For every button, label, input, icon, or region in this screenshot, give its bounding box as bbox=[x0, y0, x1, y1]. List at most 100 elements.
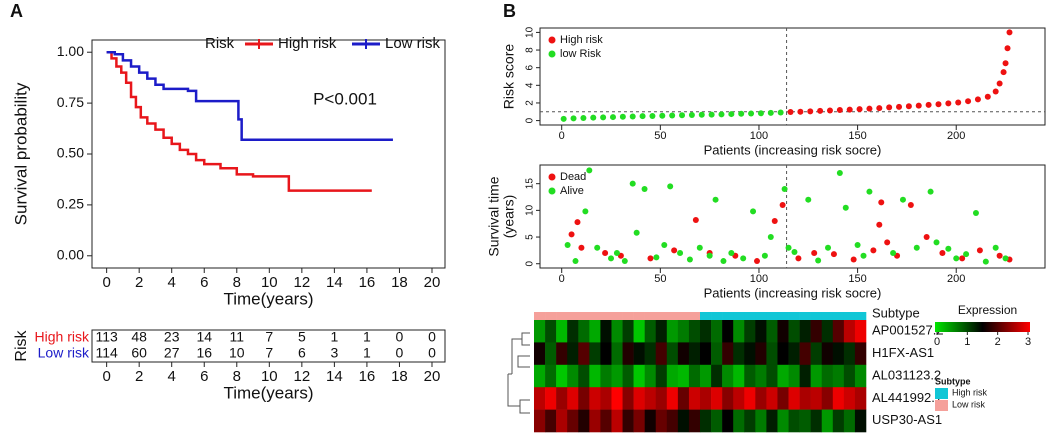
row-label: AP001527.2 bbox=[872, 323, 944, 338]
heat-cell bbox=[600, 342, 612, 366]
subtype-cell bbox=[722, 312, 734, 320]
x-tick-label: 16 bbox=[359, 368, 376, 385]
legend-label: Dead bbox=[560, 171, 586, 183]
y-tick-label: 4 bbox=[525, 82, 536, 88]
heat-cell bbox=[545, 409, 557, 433]
point bbox=[976, 247, 983, 254]
point bbox=[1004, 45, 1011, 52]
heat-cell bbox=[799, 387, 811, 410]
heat-cell bbox=[832, 387, 845, 410]
subtype-cell bbox=[777, 312, 789, 320]
scale-tick-label: 2 bbox=[995, 336, 1001, 348]
heat-cell bbox=[666, 320, 679, 343]
point bbox=[609, 114, 616, 121]
heat-cell bbox=[799, 320, 811, 343]
x-tick-label: 8 bbox=[233, 274, 241, 291]
heat-cell bbox=[755, 342, 767, 366]
heat-cell bbox=[711, 387, 723, 410]
heat-cell bbox=[688, 387, 701, 410]
y-axis-label: Risk bbox=[13, 329, 30, 361]
heat-cell bbox=[688, 320, 701, 343]
point bbox=[992, 88, 999, 95]
heat-cell bbox=[567, 409, 579, 433]
heat-cell bbox=[755, 387, 767, 410]
x-tick-label: 0 bbox=[559, 273, 565, 285]
point bbox=[836, 107, 843, 114]
risk-count: 7 bbox=[265, 329, 273, 345]
heat-cell bbox=[733, 342, 745, 366]
heat-cell bbox=[644, 320, 657, 343]
legend-marker bbox=[548, 173, 556, 181]
heat-cell bbox=[832, 342, 845, 366]
x-tick-label: 150 bbox=[848, 273, 866, 285]
risk-count: 0 bbox=[396, 329, 404, 345]
heat-cell bbox=[832, 409, 845, 433]
heat-cell bbox=[655, 320, 668, 343]
point bbox=[570, 115, 577, 122]
x-tick-label: 14 bbox=[326, 368, 343, 385]
point bbox=[661, 242, 668, 249]
x-tick-label: 4 bbox=[168, 368, 176, 385]
point bbox=[639, 113, 646, 120]
heat-cell bbox=[843, 342, 856, 366]
point bbox=[781, 186, 788, 193]
point bbox=[621, 258, 628, 265]
point bbox=[815, 257, 822, 264]
y-tick-label: 6 bbox=[525, 64, 536, 70]
point bbox=[633, 229, 640, 236]
point bbox=[866, 105, 873, 112]
x-tick-label: 20 bbox=[424, 274, 441, 291]
legend-label: Low risk bbox=[385, 35, 441, 52]
heat-cell bbox=[821, 409, 834, 433]
point bbox=[1002, 60, 1009, 67]
point bbox=[750, 208, 757, 215]
y-tick-label: 15 bbox=[525, 178, 536, 190]
heat-cell bbox=[777, 387, 789, 410]
heat-cell bbox=[711, 409, 723, 433]
point bbox=[708, 111, 715, 118]
color-scale bbox=[935, 322, 1030, 332]
heat-cell bbox=[788, 364, 800, 388]
subtype-cell bbox=[666, 312, 679, 320]
point bbox=[629, 113, 636, 120]
point bbox=[669, 112, 676, 119]
legend-swatch bbox=[935, 388, 948, 399]
heat-cell bbox=[666, 342, 679, 366]
point bbox=[667, 183, 674, 190]
heat-cell bbox=[534, 387, 546, 410]
point bbox=[866, 188, 873, 195]
heat-cell bbox=[600, 364, 612, 388]
heat-cell bbox=[854, 342, 867, 366]
point bbox=[836, 170, 843, 177]
point bbox=[899, 196, 906, 203]
point bbox=[890, 250, 897, 257]
point bbox=[564, 242, 571, 249]
heat-cell bbox=[843, 320, 856, 343]
heat-cell bbox=[545, 342, 557, 366]
heat-cell bbox=[644, 364, 657, 388]
heat-cell bbox=[534, 364, 546, 388]
y-axis-label: Risk score bbox=[501, 44, 517, 110]
legend-label: High risk bbox=[278, 35, 337, 52]
point bbox=[982, 258, 989, 265]
point bbox=[728, 250, 735, 257]
heat-cell bbox=[755, 364, 767, 388]
heat-cell bbox=[744, 364, 756, 388]
heat-cell bbox=[854, 364, 867, 388]
x-tick-label: 100 bbox=[750, 273, 768, 285]
x-tick-label: 12 bbox=[294, 274, 311, 291]
plot-frame bbox=[91, 329, 446, 363]
heat-cell bbox=[655, 342, 668, 366]
heat-cell bbox=[722, 364, 734, 388]
heat-cell bbox=[589, 320, 601, 343]
point bbox=[927, 188, 934, 195]
heat-cell bbox=[545, 387, 557, 410]
heat-cell bbox=[556, 320, 568, 343]
point bbox=[600, 114, 607, 121]
risk-count: 48 bbox=[131, 329, 147, 345]
subtype-cell bbox=[644, 312, 657, 320]
heat-cell bbox=[677, 409, 690, 433]
point bbox=[748, 110, 755, 117]
